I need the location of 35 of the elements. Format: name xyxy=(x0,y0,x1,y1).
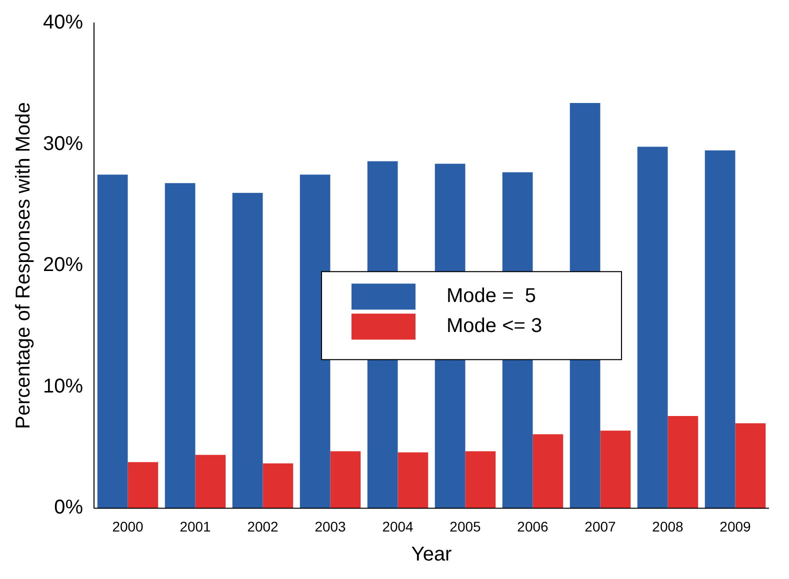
bar xyxy=(668,416,698,508)
x-tick-label: 2000 xyxy=(112,518,144,534)
x-tick-label: 2007 xyxy=(584,518,616,534)
x-tick-label: 2004 xyxy=(382,518,414,534)
bar xyxy=(128,462,158,508)
y-tick-label: 0% xyxy=(54,496,84,519)
bar xyxy=(532,434,564,508)
bar xyxy=(97,174,128,508)
bar xyxy=(704,150,736,508)
bar xyxy=(262,463,294,508)
y-axis-title: Percentage of Responses with Mode xyxy=(12,102,35,430)
y-tick-label: 30% xyxy=(43,132,84,155)
bar xyxy=(600,430,631,508)
x-tick-label: 2001 xyxy=(180,518,212,534)
legend-label: Mode = 5 xyxy=(446,285,536,308)
bar xyxy=(300,174,330,508)
bar xyxy=(232,192,263,508)
x-tick-label: 2002 xyxy=(247,518,279,534)
x-tick-label: 2003 xyxy=(314,518,346,534)
x-tick-label: 2006 xyxy=(517,518,549,534)
bar xyxy=(195,454,226,508)
x-tick-label: 2008 xyxy=(652,518,684,534)
bar xyxy=(330,451,361,508)
y-tick-label: 10% xyxy=(43,375,84,398)
bar xyxy=(637,146,668,508)
bar xyxy=(465,451,496,508)
bar xyxy=(164,183,196,508)
y-tick-label: 40% xyxy=(43,12,84,34)
legend-label: Mode <= 3 xyxy=(446,315,542,338)
bar xyxy=(735,423,766,508)
y-tick-label: 20% xyxy=(43,254,84,276)
x-tick-label: 2009 xyxy=(720,518,752,534)
x-axis-title: Year xyxy=(411,544,452,566)
bar xyxy=(398,452,428,508)
x-tick-label: 2005 xyxy=(450,518,482,534)
